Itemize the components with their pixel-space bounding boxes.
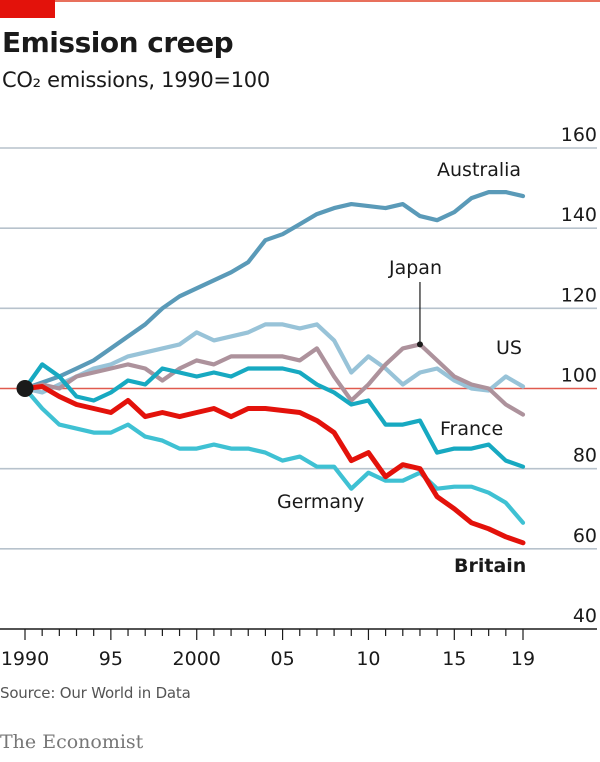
y-tick-label-40: 40	[573, 605, 597, 627]
gridlines	[0, 147, 597, 550]
y-tick-label-100: 100	[561, 365, 597, 387]
x-tick-label-05: 05	[270, 648, 294, 670]
y-tick-label-80: 80	[573, 445, 597, 467]
chart-title: Emission creep	[2, 26, 234, 59]
series-label-us: US	[496, 337, 522, 359]
brand-logo-text: The Economist	[0, 731, 144, 753]
x-tick-label-10: 10	[356, 648, 380, 670]
series-line-britain	[22, 384, 526, 546]
y-tick-label-160: 160	[561, 124, 597, 146]
y-tick-label-60: 60	[573, 525, 597, 547]
series-line-germany	[22, 386, 526, 525]
series-lines	[16, 190, 526, 546]
x-tick-label-95: 95	[99, 648, 123, 670]
series-line-us	[22, 322, 526, 395]
series-line-japan	[22, 342, 526, 417]
series-line-france	[22, 362, 526, 469]
x-tick-label-19: 19	[511, 648, 535, 670]
callout-dot-japan	[416, 341, 423, 348]
series-labels: Australia Japan US France Germany Britai…	[277, 159, 526, 577]
series-label-britain: Britain	[454, 555, 526, 577]
top-rule	[0, 0, 600, 2]
series-label-france: France	[440, 418, 503, 440]
line-chart: 160 140 120 100 80 60 40 1990 95 2000 05 10 15 19 Au…	[0, 124, 597, 670]
source-note: Source: Our World in Data	[0, 684, 191, 702]
y-axis-tick-labels: 160 140 120 100 80 60 40	[561, 124, 597, 627]
chart-subtitle: CO₂ emissions, 1990=100	[2, 68, 270, 92]
x-tick-label-1990: 1990	[1, 648, 49, 670]
annotations	[416, 282, 423, 348]
series-label-germany: Germany	[277, 491, 364, 513]
series-label-australia: Australia	[437, 159, 521, 181]
series-line-australia	[22, 190, 526, 391]
economist-red-tag	[0, 0, 55, 18]
y-tick-label-120: 120	[561, 284, 597, 306]
x-tick-label-2000: 2000	[173, 648, 221, 670]
x-tick-label-15: 15	[442, 648, 466, 670]
x-axis: 1990 95 2000 05 10 15 19	[0, 628, 597, 670]
series-label-japan: Japan	[388, 257, 442, 279]
baseline-start-dot	[16, 380, 34, 397]
y-tick-label-140: 140	[561, 204, 597, 226]
